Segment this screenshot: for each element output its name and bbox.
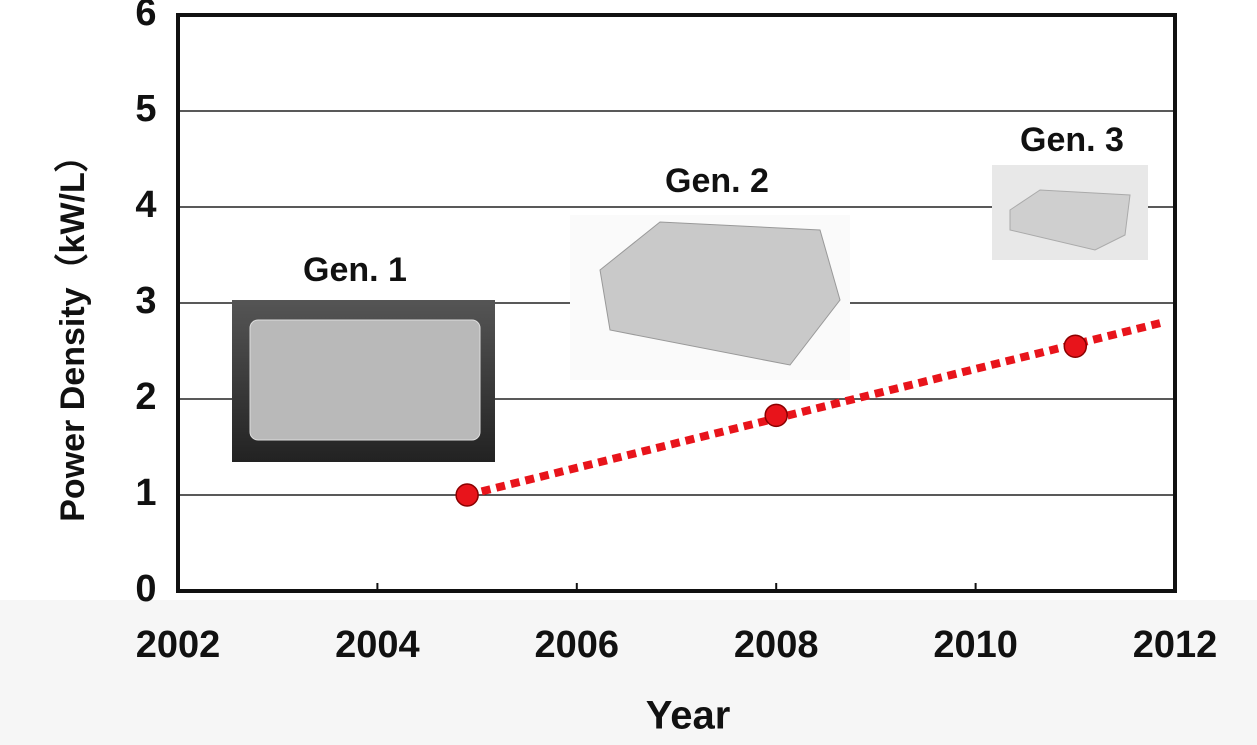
x-tick-label: 2012 <box>1133 624 1218 666</box>
x-tick-label: 2002 <box>136 624 221 666</box>
y-tick-label: 5 <box>135 88 156 130</box>
gen1-unit <box>249 319 481 441</box>
x-axis-title: Year <box>646 694 731 738</box>
x-tick-label: 2004 <box>335 624 420 666</box>
background-band <box>0 600 1257 745</box>
annotation: Gen. 1 <box>303 251 407 289</box>
y-tick-label: 2 <box>135 376 156 418</box>
data-point <box>1063 334 1088 358</box>
data-point <box>455 483 479 507</box>
x-tick-label: 2008 <box>734 624 819 666</box>
y-tick-label: 4 <box>135 184 156 226</box>
gen3-unit <box>1009 189 1131 251</box>
y-tick-label: 1 <box>135 472 156 514</box>
y-tick-label: 3 <box>135 280 156 322</box>
annotation: Gen. 2 <box>665 162 769 200</box>
data-point <box>764 403 788 428</box>
y-tick-label: 0 <box>135 568 156 610</box>
annotation: Gen. 3 <box>1020 121 1124 159</box>
x-tick-label: 2006 <box>535 624 620 666</box>
gen2-unit <box>599 221 841 366</box>
x-tick-label: 2010 <box>933 624 1018 666</box>
y-axis-title: Power Density（kW/L） <box>53 138 92 522</box>
y-tick-label: 6 <box>135 0 156 34</box>
plot-frame <box>176 13 1177 593</box>
